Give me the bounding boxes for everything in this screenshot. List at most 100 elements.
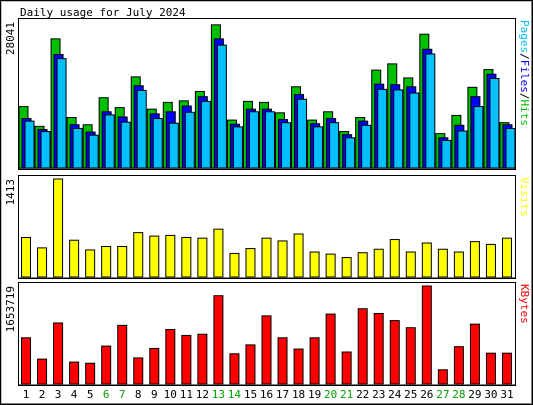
bar-kbytes <box>453 346 464 385</box>
bar-visits <box>101 245 112 278</box>
x-tick-label: 18 <box>292 388 305 401</box>
bar-pages <box>409 92 420 169</box>
bar-kbytes <box>21 337 32 385</box>
bar-kbytes <box>421 285 432 385</box>
bar-pages <box>473 106 484 169</box>
bar-kbytes <box>357 308 368 385</box>
x-tick-label: 8 <box>135 388 142 401</box>
bar-pages <box>281 122 292 169</box>
x-tick-label: 29 <box>468 388 481 401</box>
legend-pages: Pages <box>518 20 531 53</box>
bar-kbytes <box>69 361 80 385</box>
bar-pages <box>200 100 211 169</box>
bar-kbytes <box>469 323 480 385</box>
bar-visits <box>437 248 448 278</box>
bar-visits <box>373 248 384 278</box>
bar-pages <box>441 139 452 169</box>
bar-kbytes <box>485 352 496 385</box>
bar-pages <box>232 126 243 169</box>
bar-visits <box>389 239 400 278</box>
bar-visits <box>485 243 496 278</box>
bar-visits <box>469 241 480 278</box>
bar-pages <box>56 58 67 169</box>
panels-group: 28041 Pages/Files/Hits 1413 Visits 1653719 KB… <box>4 18 531 386</box>
bar-visits <box>229 252 240 278</box>
bar-pages <box>136 89 147 169</box>
bar-visits <box>117 245 128 278</box>
panel-pages-files-hits: 28041 Pages/Files/Hits <box>4 18 531 170</box>
bar-kbytes <box>373 312 384 385</box>
x-tick-label: 20 <box>324 388 337 401</box>
x-tick-label: 16 <box>260 388 273 401</box>
x-tick-label: 27 <box>436 388 449 401</box>
bar-visits <box>309 251 320 278</box>
legend-separator: / <box>518 93 531 100</box>
y-max-label: 1653719 <box>4 286 17 332</box>
bar-kbytes <box>309 337 320 385</box>
bar-visits <box>261 237 272 278</box>
series-legend: Pages/Files/Hits <box>518 20 531 126</box>
bar-pages <box>72 127 83 169</box>
bar-pages <box>505 127 516 169</box>
bar-visits <box>501 237 512 278</box>
bar-kbytes <box>149 347 160 385</box>
bar-kbytes <box>197 333 208 385</box>
x-tick-label: 19 <box>308 388 321 401</box>
legend-files: Files <box>518 60 531 93</box>
x-tick-label: 21 <box>340 388 353 401</box>
bar-visits <box>341 257 352 278</box>
bar-visits <box>421 242 432 278</box>
bar-kbytes <box>501 352 512 385</box>
x-tick-label: 28 <box>452 388 465 401</box>
bar-kbytes <box>277 337 288 385</box>
bars-group <box>21 178 512 278</box>
bar-pages <box>329 122 340 169</box>
bar-pages <box>104 114 115 169</box>
bar-kbytes <box>229 353 240 385</box>
x-tick-label: 3 <box>55 388 62 401</box>
bar-pages <box>264 111 275 169</box>
y-max-label: 1413 <box>4 179 17 206</box>
panel-visits: 1413 Visits <box>4 175 531 279</box>
x-tick-label: 15 <box>244 388 257 401</box>
bar-visits <box>181 236 192 278</box>
bar-visits <box>245 248 256 278</box>
bar-kbytes <box>37 358 48 385</box>
bar-kbytes <box>341 351 352 385</box>
y-max-label: 28041 <box>4 22 17 55</box>
bar-kbytes <box>325 313 336 385</box>
bar-pages <box>361 124 372 169</box>
bar-visits <box>213 228 224 278</box>
bar-visits <box>357 252 368 278</box>
x-tick-label: 14 <box>228 388 242 401</box>
bar-pages <box>216 44 227 169</box>
series-legend: KBytes <box>518 284 531 324</box>
bar-pages <box>184 111 195 169</box>
chart-title: Daily usage for July 2024 <box>20 6 186 19</box>
bar-pages <box>88 134 99 169</box>
x-tick-label: 24 <box>388 388 402 401</box>
bar-kbytes <box>165 328 176 385</box>
bar-kbytes <box>405 327 416 385</box>
panel-kbytes: 1653719 KBytes <box>4 282 531 386</box>
bar-kbytes <box>101 345 112 385</box>
bar-pages <box>393 89 404 169</box>
x-tick-label: 23 <box>372 388 385 401</box>
x-tick-label: 11 <box>180 388 193 401</box>
bar-visits <box>165 234 176 278</box>
bar-visits <box>293 233 304 278</box>
bar-pages <box>40 131 51 169</box>
bar-pages <box>297 98 308 169</box>
legend-separator: / <box>518 53 531 60</box>
bars-group <box>18 24 516 169</box>
bar-kbytes <box>261 315 272 385</box>
bar-visits <box>85 249 96 278</box>
x-tick-label: 7 <box>119 388 126 401</box>
bar-pages <box>345 137 356 169</box>
x-tick-label: 4 <box>71 388 78 401</box>
bar-kbytes <box>53 322 64 385</box>
bar-kbytes <box>245 344 256 385</box>
bar-pages <box>24 120 35 169</box>
